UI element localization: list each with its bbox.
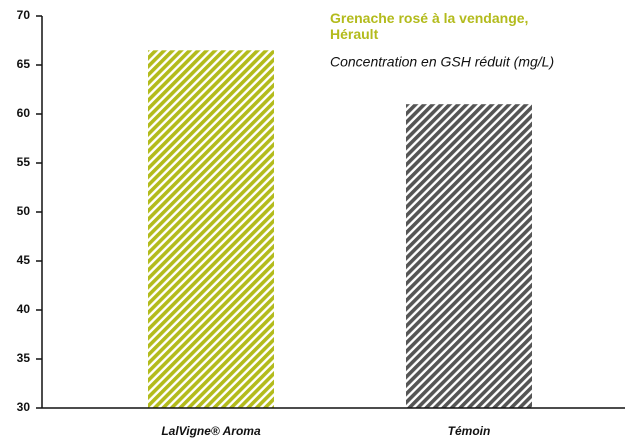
chart-title: Grenache rosé à la vendange, Hérault xyxy=(330,10,529,42)
title-box: Grenache rosé à la vendange, Hérault xyxy=(330,10,529,42)
chart-subtitle: Concentration en GSH réduit (mg/L) xyxy=(330,54,554,70)
y-tick-label: 40 xyxy=(17,302,31,316)
x-tick-label: Témoin xyxy=(448,424,491,438)
y-tick-label: 60 xyxy=(17,106,31,120)
y-tick-label: 50 xyxy=(17,204,31,218)
y-tick-label: 30 xyxy=(17,400,31,414)
y-tick-label: 65 xyxy=(17,57,31,71)
y-tick-label: 70 xyxy=(17,8,31,22)
x-tick-label: LalVigne® Aroma xyxy=(161,424,261,438)
bar xyxy=(406,104,532,408)
y-tick-label: 35 xyxy=(17,351,31,365)
bar xyxy=(148,50,274,409)
y-tick-label: 45 xyxy=(17,253,31,267)
y-tick-label: 55 xyxy=(17,155,31,169)
